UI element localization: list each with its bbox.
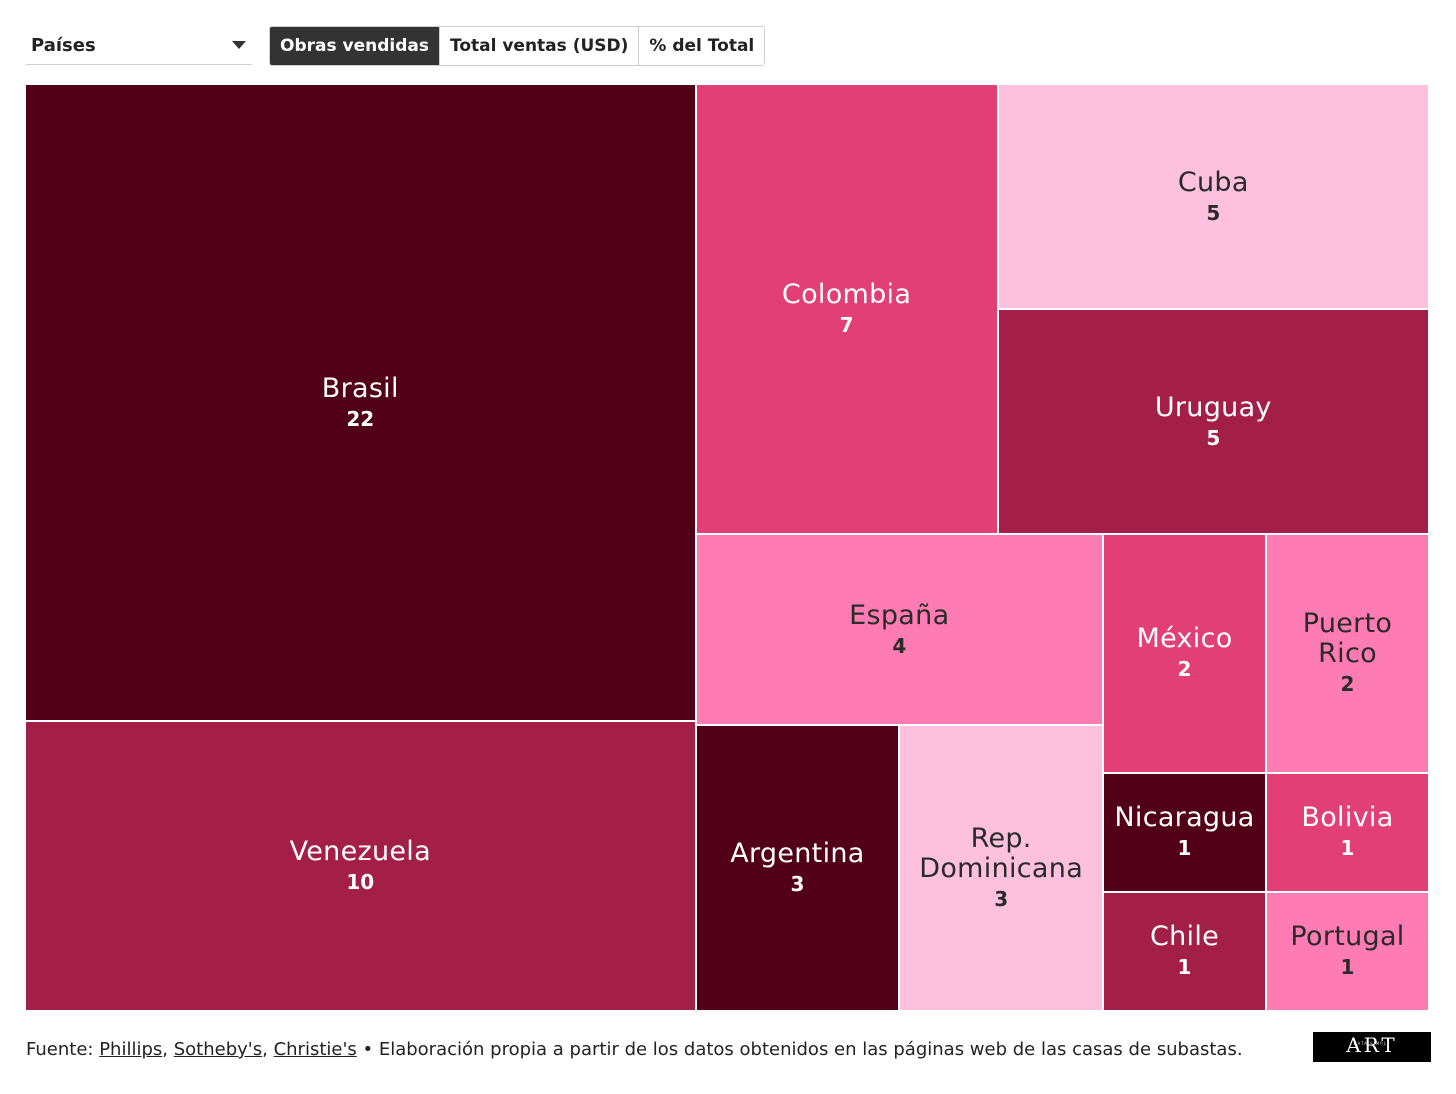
treemap-cell-espana[interactable]: España 4 [695, 534, 1104, 725]
cell-value: 5 [1206, 425, 1221, 450]
treemap-cell-brasil[interactable]: Brasil 22 [25, 84, 696, 722]
tab-porcentaje-total[interactable]: % del Total [639, 27, 765, 65]
cell-label-group: Chile 1 [1104, 922, 1265, 980]
treemap-cell-mexico[interactable]: México 2 [1103, 534, 1266, 773]
cell-name: México [1136, 623, 1233, 655]
cell-value: 1 [1340, 955, 1355, 980]
logo-subtitle: DATA SIMPLE [1353, 1041, 1391, 1046]
cell-name: Puerto Rico [1302, 608, 1393, 670]
cell-value: 10 [346, 870, 375, 895]
cell-label-group: Nicaragua 1 [1104, 803, 1265, 861]
cell-name: Portugal [1290, 921, 1405, 953]
cell-name: Colombia [781, 279, 912, 311]
treemap-cell-portugal[interactable]: Portugal 1 [1266, 891, 1429, 1011]
cell-value: 2 [1177, 657, 1192, 682]
cell-label-group: Uruguay 5 [999, 391, 1428, 451]
cell-name: Argentina [730, 837, 865, 869]
treemap-cell-puerto-rico[interactable]: Puerto Rico 2 [1266, 534, 1429, 773]
cell-value: 3 [994, 886, 1009, 911]
cell-label-group: Brasil 22 [26, 372, 695, 432]
source-note: Fuente: Phillips, Sotheby's, Christie's … [26, 1039, 1243, 1060]
cell-label-group: España 4 [697, 599, 1102, 659]
source-link-phillips[interactable]: Phillips [99, 1039, 163, 1060]
source-description: • Elaboración propia a partir de los dat… [356, 1039, 1243, 1060]
cell-name: Rep. Dominicana [919, 822, 1084, 884]
cell-name: Venezuela [289, 836, 431, 868]
cell-name: Cuba [1177, 166, 1249, 198]
treemap-cell-rep-dominicana[interactable]: Rep. Dominicana 3 [899, 724, 1104, 1011]
treemap-cell-colombia[interactable]: Colombia 7 [695, 84, 998, 535]
chevron-down-icon [232, 41, 246, 49]
cell-label-group: Venezuela 10 [26, 837, 695, 895]
cell-value: 1 [1177, 836, 1192, 861]
cell-label-group: Portugal 1 [1267, 922, 1428, 980]
chart-controls: Países Obras vendidas Total ventas (USD)… [26, 26, 786, 66]
treemap-cell-venezuela[interactable]: Venezuela 10 [25, 721, 696, 1011]
cell-name: Bolivia [1301, 802, 1394, 834]
cell-value: 1 [1340, 836, 1355, 861]
cell-label-group: Bolivia 1 [1267, 803, 1428, 861]
cell-label-group: Argentina 3 [697, 837, 899, 897]
cell-name: Brasil [321, 372, 399, 404]
source-separator: , [262, 1039, 274, 1060]
source-separator: , [162, 1039, 174, 1060]
treemap-chart: Brasil 22 Venezuela 10 Colombia 7 Cuba 5 Uruguay… [25, 84, 1429, 1011]
cell-label-group: Puerto Rico 2 [1267, 609, 1428, 697]
brand-logo: ART DATA SIMPLE [1313, 1032, 1431, 1062]
tab-total-ventas[interactable]: Total ventas (USD) [439, 27, 640, 65]
cell-value: 3 [790, 871, 805, 896]
treemap-cell-argentina[interactable]: Argentina 3 [695, 724, 900, 1011]
logo-mark: ART [1346, 1033, 1398, 1057]
source-link-sothebys[interactable]: Sotheby's [173, 1039, 263, 1060]
grouping-dropdown[interactable]: Países [26, 26, 252, 65]
cell-value: 2 [1340, 672, 1355, 697]
source-link-christies[interactable]: Christie's [273, 1039, 357, 1060]
cell-value: 1 [1177, 955, 1192, 980]
cell-name: Chile [1149, 921, 1220, 953]
cell-value: 22 [346, 406, 375, 431]
treemap-cell-chile[interactable]: Chile 1 [1103, 891, 1266, 1011]
cell-label-group: Colombia 7 [697, 280, 997, 338]
cell-label-group: Rep. Dominicana 3 [900, 822, 1102, 912]
treemap-cell-nicaragua[interactable]: Nicaragua 1 [1103, 772, 1266, 892]
cell-value: 7 [839, 313, 854, 338]
metric-tabs: Obras vendidas Total ventas (USD) % del … [269, 26, 766, 66]
source-prefix: Fuente: [26, 1039, 100, 1060]
tab-obras-vendidas[interactable]: Obras vendidas [270, 27, 440, 65]
cell-label-group: Cuba 5 [999, 166, 1428, 226]
treemap-cell-bolivia[interactable]: Bolivia 1 [1266, 772, 1429, 892]
cell-name: Uruguay [1154, 391, 1272, 423]
cell-name: España [849, 599, 950, 631]
dropdown-selected-value: Países [31, 35, 96, 56]
treemap-cell-cuba[interactable]: Cuba 5 [997, 84, 1429, 310]
cell-name: Nicaragua [1114, 802, 1255, 834]
treemap-cell-uruguay[interactable]: Uruguay 5 [997, 309, 1429, 535]
cell-value: 4 [892, 633, 907, 658]
cell-label-group: México 2 [1104, 624, 1265, 682]
cell-value: 5 [1206, 200, 1221, 225]
